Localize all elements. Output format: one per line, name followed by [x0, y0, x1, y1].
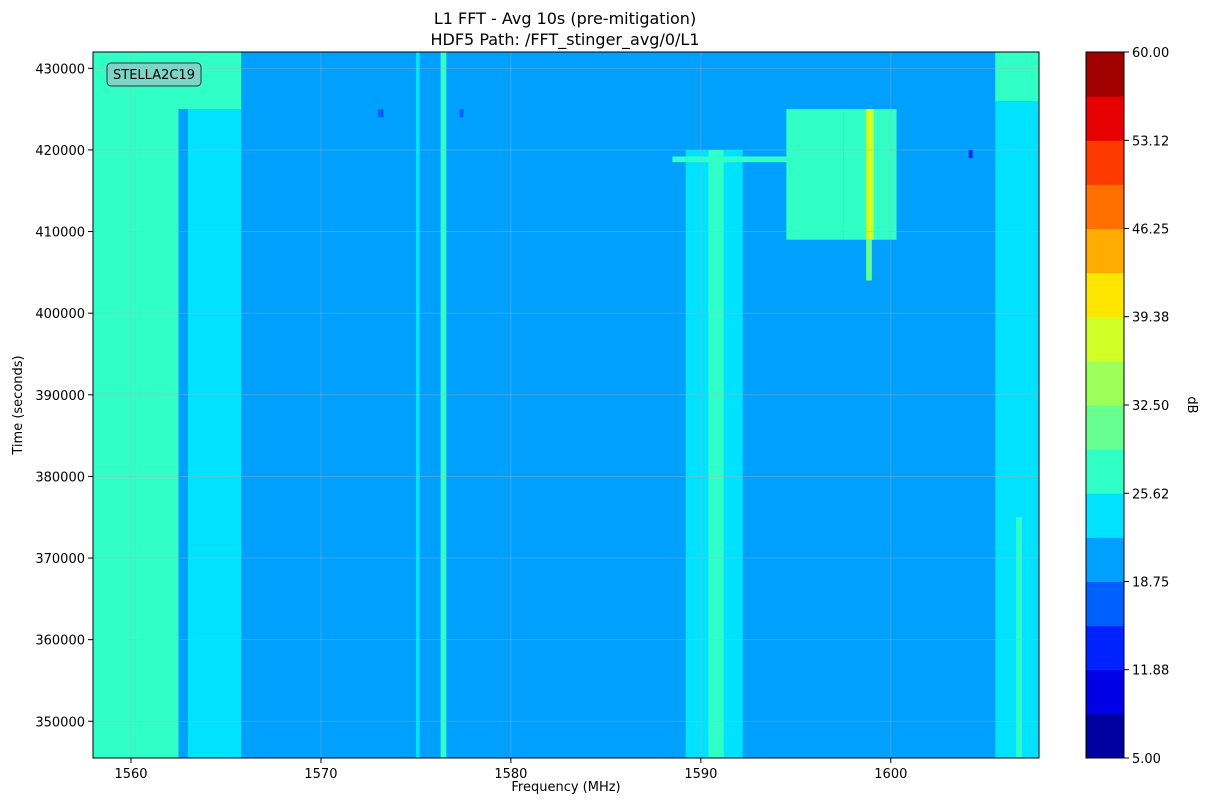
- y-tick-label: 360000: [35, 634, 85, 649]
- y-axis: 350000 360000 370000 380000 390000 400000 4100…: [35, 62, 93, 730]
- heatmap-region-6: [440, 52, 447, 758]
- colorbar-tick-label: 53.12: [1132, 134, 1169, 149]
- x-tick-label: 1590: [684, 767, 717, 782]
- y-tick-label: 390000: [35, 389, 85, 404]
- colorbar-tick-label: 46.25: [1132, 223, 1169, 238]
- x-axis: 1560 1570 1580 1590 1600: [114, 758, 907, 782]
- colorbar-band: [1086, 537, 1124, 582]
- colorbar-tick-label: 5.00: [1132, 752, 1161, 767]
- colorbar-band: [1086, 52, 1124, 97]
- grid-lines: [93, 52, 1039, 758]
- colorbar-band: [1086, 140, 1124, 185]
- x-tick-label: 1600: [874, 767, 907, 782]
- colorbar-band: [1086, 581, 1124, 627]
- colorbar-tick-label: 39.38: [1132, 311, 1169, 326]
- x-tick-label: 1580: [494, 767, 527, 782]
- heatmap-region-5: [415, 52, 420, 758]
- heatmap-region-15: [1016, 517, 1022, 758]
- heatmap-region-1: [93, 52, 118, 346]
- heatmap-region-19: [968, 149, 973, 159]
- heatmap-region-8: [708, 149, 724, 758]
- colorbar-tick-label: 32.50: [1132, 399, 1169, 414]
- colorbar-band: [1086, 184, 1124, 229]
- colorbar-band: [1086, 405, 1124, 450]
- colorbar-label: dB: [1184, 396, 1199, 413]
- colorbar-band: [1086, 449, 1124, 494]
- heatmap-region-12: [866, 109, 874, 240]
- y-tick-label: 420000: [35, 144, 85, 159]
- chart-title: L1 FFT - Avg 10s (pre-mitigation): [434, 9, 696, 28]
- y-tick-label: 410000: [35, 226, 85, 241]
- heatmap-region-18: [459, 109, 464, 118]
- colorbar-band: [1086, 228, 1124, 274]
- heatmap-region-9: [672, 156, 787, 163]
- colorbar-band: [1086, 96, 1124, 141]
- chart-subtitle: HDF5 Path: /FFT_stinger_avg/0/L1: [431, 30, 700, 50]
- colorbar-band: [1086, 316, 1124, 362]
- colorbar-band: [1086, 493, 1124, 538]
- colorbar-band: [1086, 713, 1124, 759]
- colorbar: [1086, 52, 1124, 759]
- colorbar-tick-label: 25.62: [1132, 487, 1169, 502]
- colorbar-band: [1086, 669, 1124, 715]
- y-tick-label: 430000: [35, 62, 85, 77]
- heatmap-region-16: [995, 52, 1039, 101]
- colorbar-band: [1086, 360, 1124, 406]
- y-axis-label: Time (seconds): [11, 355, 26, 455]
- y-tick-label: 370000: [35, 552, 85, 567]
- heatmap-region-10: [786, 109, 844, 240]
- heatmap-region-3: [187, 100, 242, 758]
- heatmap-region-13: [866, 239, 872, 281]
- colorbar-frame: [1085, 51, 1125, 759]
- colorbar-tick-label: 11.88: [1132, 664, 1169, 679]
- colorbar-band: [1086, 272, 1124, 318]
- heatmap-region-17: [377, 109, 384, 118]
- colorbar-tick-label: 60.00: [1132, 46, 1169, 61]
- x-tick-label: 1560: [114, 767, 147, 782]
- x-axis-label: Frequency (MHz): [511, 780, 620, 795]
- colorbar-band: [1086, 625, 1124, 671]
- colorbar-tick-label: 18.75: [1132, 576, 1169, 591]
- colorbar-ticks: 5.00 11.88 18.75 25.62 32.50 39.38 46.25 53.12 6…: [1124, 46, 1169, 767]
- plot-frame: [92, 51, 1040, 759]
- y-tick-label: 380000: [35, 470, 85, 485]
- annotation-box: STELLA2C19: [106, 62, 202, 87]
- y-tick-label: 350000: [35, 715, 85, 730]
- annotation-label: STELLA2C19: [113, 68, 195, 83]
- plot-area: [93, 52, 1039, 758]
- y-tick-label: 400000: [35, 307, 85, 322]
- x-tick-label: 1570: [304, 767, 337, 782]
